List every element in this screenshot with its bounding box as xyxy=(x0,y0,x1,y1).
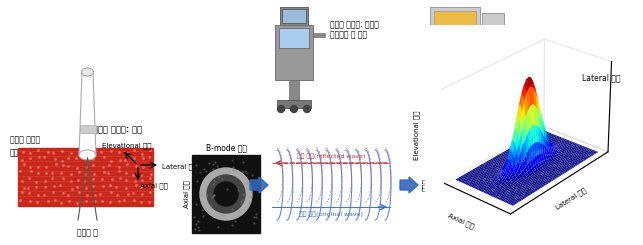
Bar xyxy=(313,33,325,37)
Bar xyxy=(280,7,308,25)
Polygon shape xyxy=(79,72,96,155)
X-axis label: Axial 방향: Axial 방향 xyxy=(447,212,475,230)
Bar xyxy=(482,13,504,48)
Circle shape xyxy=(303,106,311,112)
Bar xyxy=(282,9,306,23)
Text: 초음파 빔: 초음파 빔 xyxy=(77,228,98,237)
Polygon shape xyxy=(432,56,480,62)
Text: Lateral 방향: Lateral 방향 xyxy=(162,163,197,170)
Text: Axial 방향: Axial 방향 xyxy=(184,180,190,208)
FancyArrow shape xyxy=(250,177,268,193)
Text: 초음파 스캐너: 초음파
신호발사 및 수집: 초음파 스캐너: 초음파 신호발사 및 수집 xyxy=(330,20,379,40)
Circle shape xyxy=(291,106,298,112)
Bar xyxy=(192,155,260,233)
Text: 컴퓨터: 초음파 신호데이터 분석: 컴퓨터: 초음파 신호데이터 분석 xyxy=(433,70,503,79)
Text: 혈관: 혈관 xyxy=(10,148,19,158)
Bar xyxy=(277,100,311,108)
Bar xyxy=(18,148,153,206)
Ellipse shape xyxy=(79,150,96,160)
Bar xyxy=(442,50,468,54)
Text: 발사 신호(original wave): 발사 신호(original wave) xyxy=(299,211,363,217)
Y-axis label: Lateral 방향: Lateral 방향 xyxy=(555,186,588,211)
Bar xyxy=(80,125,96,133)
Text: Elevational 방향: Elevational 방향 xyxy=(102,142,152,149)
Text: Axial 방향: Axial 방향 xyxy=(140,182,168,189)
Bar xyxy=(430,7,480,45)
Bar xyxy=(279,28,309,48)
Text: 초음파 프로브: 측정: 초음파 프로브: 측정 xyxy=(93,125,143,134)
Circle shape xyxy=(278,106,284,112)
Bar xyxy=(434,11,476,41)
Text: B-mode 영상: B-mode 영상 xyxy=(206,143,246,152)
Circle shape xyxy=(200,168,252,220)
Text: 초음파
빔형상
분포: 초음파 빔형상 분포 xyxy=(422,179,444,191)
Circle shape xyxy=(207,175,245,213)
Ellipse shape xyxy=(485,47,494,59)
Text: Elevational 방향: Elevational 방향 xyxy=(413,110,420,160)
Bar xyxy=(289,80,299,100)
Text: 수입 신호(reflected wave): 수입 신호(reflected wave) xyxy=(297,153,365,159)
Text: 초음파 프로브: 초음파 프로브 xyxy=(10,135,40,145)
Bar xyxy=(450,45,460,51)
Bar xyxy=(275,25,313,80)
Circle shape xyxy=(214,182,238,206)
FancyArrow shape xyxy=(400,177,418,193)
Ellipse shape xyxy=(82,68,93,76)
Text: Lateral 방향: Lateral 방향 xyxy=(582,74,620,83)
